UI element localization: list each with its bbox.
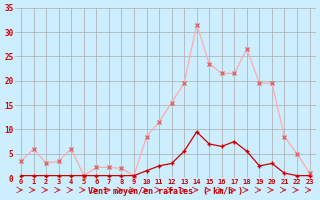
X-axis label: Vent moyen/en rafales  ( km/h ): Vent moyen/en rafales ( km/h ) [88, 187, 243, 196]
